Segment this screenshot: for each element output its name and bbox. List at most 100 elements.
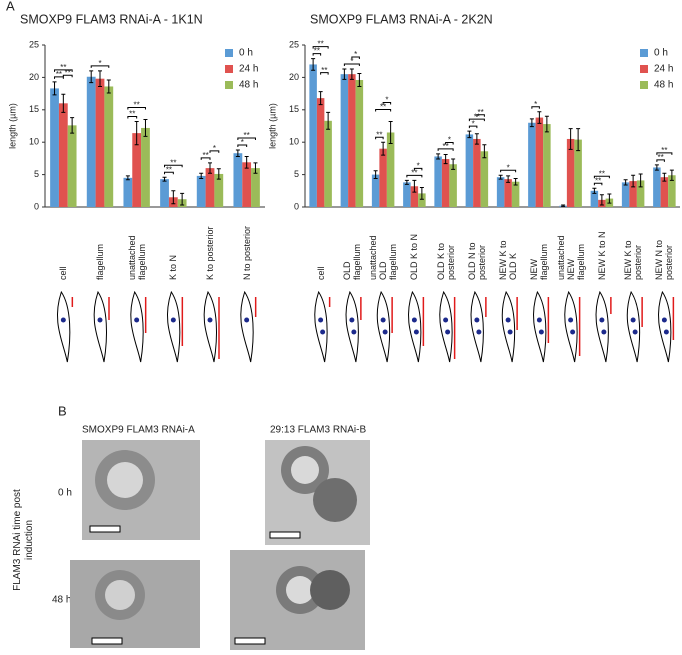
nucleus-icon	[413, 329, 419, 335]
error-bar	[388, 120, 393, 144]
x-tick-label: NEW N to posterior	[654, 239, 675, 280]
bar	[473, 138, 481, 207]
significance-label: **	[244, 131, 250, 140]
x-tick-label: OLD K to N	[409, 233, 420, 280]
cell-icon	[376, 290, 391, 363]
nucleus-icon	[570, 329, 576, 335]
error-bar	[568, 128, 573, 150]
significance-bracket	[656, 152, 673, 155]
bar	[535, 117, 544, 207]
error-bar	[669, 169, 674, 181]
cell-icon	[93, 290, 107, 363]
bar	[543, 124, 551, 207]
error-bar	[638, 173, 643, 188]
bar	[309, 64, 317, 207]
error-bar	[244, 155, 249, 169]
significance-bracket	[500, 169, 517, 173]
bar	[233, 153, 243, 207]
cell-icon	[533, 290, 547, 363]
legend-swatch	[225, 49, 233, 57]
bar	[496, 177, 505, 207]
error-bar	[70, 117, 75, 134]
bar	[629, 181, 637, 207]
error-bar	[498, 174, 503, 180]
bar	[205, 168, 215, 207]
error-bar	[235, 149, 240, 157]
significance-bracket	[593, 182, 603, 186]
x-tick-label: K to posterior	[205, 226, 215, 280]
significance-bracket	[54, 69, 73, 72]
error-bar	[419, 187, 424, 200]
significance-label: **	[474, 112, 480, 121]
nucleus-icon	[568, 317, 574, 323]
significance-label: **	[318, 40, 324, 49]
significance-label: **	[661, 146, 667, 155]
error-bar	[654, 164, 659, 171]
nucleus-icon	[630, 317, 636, 323]
y-tick-label: 5	[34, 169, 39, 179]
error-bar	[599, 194, 604, 206]
x-tick-label: cell	[315, 266, 326, 280]
bar	[196, 175, 206, 207]
x-tick-label: unattached flagellum	[126, 235, 147, 280]
significance-label: **	[134, 101, 140, 110]
significance-bracket	[164, 171, 174, 175]
error-bar	[342, 68, 347, 80]
bar	[67, 125, 77, 207]
error-bar	[180, 192, 185, 206]
legend-label: 0 h	[239, 48, 253, 59]
significance-bracket	[382, 101, 392, 105]
error-bar	[623, 179, 628, 186]
bar	[480, 151, 489, 207]
error-bar	[357, 73, 362, 87]
bar	[418, 193, 426, 207]
x-tick-label: K to N	[168, 254, 179, 280]
legend-swatch	[640, 81, 648, 89]
bar	[621, 182, 630, 207]
error-bar	[482, 144, 487, 159]
x-tick-label: NEW K to OLD K	[498, 240, 519, 280]
legend-swatch	[640, 49, 648, 57]
significance-bracket	[54, 76, 64, 79]
error-bar	[537, 111, 542, 124]
legend-label: 48 h	[239, 80, 258, 91]
bar	[386, 132, 395, 207]
y-axis-label: length (µm)	[7, 103, 17, 149]
significance-label: *	[507, 163, 510, 172]
bar	[160, 179, 169, 207]
significance-label: *	[448, 136, 451, 145]
nucleus-icon	[507, 329, 513, 335]
bar	[348, 74, 356, 207]
significance-bracket	[375, 136, 384, 140]
significance-label: **	[443, 142, 449, 151]
bar	[214, 173, 224, 207]
error-bar	[311, 58, 316, 71]
significance-bracket	[312, 46, 329, 49]
significance-bracket	[593, 175, 610, 179]
nucleus-icon	[505, 317, 511, 323]
row-axis-label: FLAM3 RNAi time post induction	[12, 489, 35, 591]
significance-label: **	[380, 103, 386, 112]
bar	[504, 179, 512, 207]
significance-label: **	[321, 66, 327, 75]
bar	[403, 182, 411, 207]
cell-icon	[470, 290, 484, 363]
x-tick-label: OLD K to posterior	[435, 242, 456, 280]
x-tick-label: NEW K to N	[596, 231, 607, 280]
bar	[566, 138, 575, 207]
nucleus-icon	[445, 329, 451, 335]
row-label: 0 h	[58, 488, 72, 499]
nucleus-icon	[536, 317, 542, 323]
x-tick-label: NEW flagellum	[529, 243, 550, 280]
bar	[528, 122, 536, 207]
chart-title: SMOXP9 FLAM3 RNAi-A - 1K1N	[20, 12, 203, 26]
nucleus-icon	[661, 317, 667, 323]
nucleus-icon	[60, 317, 66, 323]
significance-label: **	[478, 108, 484, 117]
significance-label: *	[213, 144, 216, 153]
bar	[132, 133, 142, 207]
error-bar	[443, 154, 448, 165]
x-tick-label: NEW K to posterior	[623, 240, 644, 280]
panel-label: A	[6, 0, 15, 13]
